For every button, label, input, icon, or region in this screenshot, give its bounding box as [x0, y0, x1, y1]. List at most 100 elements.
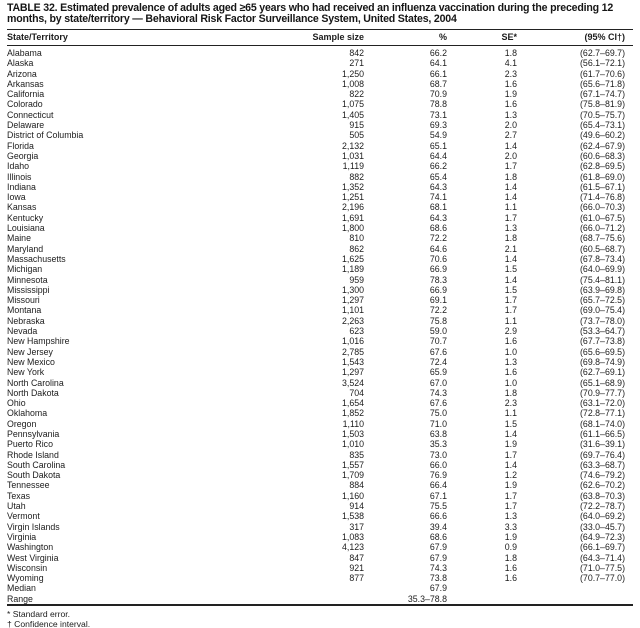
cell-sample-size: 2,132 — [341, 140, 364, 151]
table-row: Ohio 1,654 67.6 2.3 (63.1–72.0) — [7, 398, 633, 408]
cell-territory: Delaware — [7, 120, 45, 131]
table-row: South Dakota 1,709 76.9 1.2 (74.6–79.2) — [7, 470, 633, 480]
cell-se: 1.4 — [504, 274, 517, 285]
table-row: Illinois 882 65.4 1.8 (61.8–69.0) — [7, 172, 633, 182]
table-row: Wisconsin 921 74.3 1.6 (71.0–77.5) — [7, 563, 633, 573]
cell-pct: 66.1 — [429, 68, 447, 79]
cell-se: 1.8 — [504, 552, 517, 563]
table-row: Florida 2,132 65.1 1.4 (62.4–67.9) — [7, 141, 633, 151]
cell-pct: 76.9 — [429, 470, 447, 481]
cell-pct: 67.1 — [429, 490, 447, 501]
table-row: New Mexico 1,543 72.4 1.3 (69.8–74.9) — [7, 357, 633, 367]
cell-sample-size: 4,123 — [341, 542, 364, 553]
cell-pct: 75.8 — [429, 315, 447, 326]
cell-territory: Missouri — [7, 295, 40, 306]
cell-ci: (64.9–72.3) — [580, 531, 625, 542]
cell-pct: 74.3 — [429, 562, 447, 573]
table-row: Louisiana 1,800 68.6 1.3 (66.0–71.2) — [7, 223, 633, 233]
cell-sample-size: 1,110 — [342, 418, 364, 429]
cell-ci: (62.6–70.2) — [580, 480, 625, 491]
table-row: Iowa 1,251 74.1 1.4 (71.4–76.8) — [7, 192, 633, 202]
cell-se: 1.5 — [504, 264, 517, 275]
cell-territory: Pennsylvania — [7, 428, 60, 439]
cell-se: 1.6 — [504, 562, 517, 573]
cell-sample-size: 1,557 — [341, 459, 364, 470]
cell-pct: 39.4 — [429, 521, 447, 532]
cell-sample-size: 1,352 — [341, 181, 364, 192]
cell-sample-size — [302, 594, 364, 605]
cell-se: 1.4 — [504, 459, 517, 470]
cell-se: 1.8 — [504, 233, 517, 244]
cell-ci: (62.7–69.1) — [580, 367, 625, 378]
cell-se: 1.7 — [504, 212, 517, 223]
table-row: Pennsylvania 1,503 63.8 1.4 (61.1–66.5) — [7, 429, 633, 439]
cell-ci: (33.0–45.7) — [580, 521, 625, 532]
cell-pct: 64.1 — [429, 58, 447, 69]
table-row: Idaho 1,119 66.2 1.7 (62.8–69.5) — [7, 161, 633, 171]
cell-sample-size: 1,800 — [341, 223, 364, 234]
footnotes: * Standard error. † Confidence interval. — [7, 609, 633, 628]
col-header-ci: (95% CI†) — [517, 29, 633, 46]
cell-pct: 66.2 — [429, 161, 447, 172]
cell-sample-size: 1,538 — [341, 511, 364, 522]
cell-ci: (64.3–71.4) — [580, 552, 625, 563]
col-header-sample-size: Sample size — [302, 29, 364, 46]
cell-territory: Kentucky — [7, 212, 44, 223]
cell-territory: Nevada — [7, 326, 38, 337]
cell-se: 1.7 — [504, 161, 517, 172]
cell-ci: (61.7–70.6) — [580, 68, 625, 79]
cell-pct: 67.0 — [429, 377, 447, 388]
cell-se: 1.0 — [504, 346, 517, 357]
cell-ci: (68.1–74.0) — [580, 418, 625, 429]
cell-pct: 65.1 — [429, 140, 447, 151]
cell-ci: (66.0–70.3) — [580, 202, 625, 213]
cell-pct: 72.4 — [429, 356, 447, 367]
cell-sample-size: 704 — [349, 387, 364, 398]
table-row: Missouri 1,297 69.1 1.7 (65.7–72.5) — [7, 295, 633, 305]
cell-se: 1.6 — [504, 367, 517, 378]
cell-pct: 70.9 — [429, 89, 447, 100]
table-row: Oregon 1,110 71.0 1.5 (68.1–74.0) — [7, 419, 633, 429]
cell-territory: Virgin Islands — [7, 521, 60, 532]
cell-pct: 64.4 — [429, 150, 447, 161]
cell-sample-size: 2,785 — [341, 346, 364, 357]
cell-pct: 66.2 — [429, 48, 447, 58]
cell-sample-size: 1,297 — [341, 367, 364, 378]
table-row: Virgin Islands 317 39.4 3.3 (33.0–45.7) — [7, 522, 633, 532]
cell-se: 2.0 — [504, 150, 517, 161]
cell-ci: (62.7–69.7) — [580, 48, 625, 58]
cell-pct: 73.8 — [429, 573, 447, 584]
cell-se: 1.8 — [504, 387, 517, 398]
cell-sample-size: 1,300 — [341, 284, 364, 295]
cell-territory: Maine — [7, 233, 31, 244]
table-row: Nevada 623 59.0 2.9 (53.3–64.7) — [7, 326, 633, 336]
cell-pct: 63.8 — [429, 428, 447, 439]
cell-se: 1.6 — [504, 99, 517, 110]
cell-pct: 67.9 — [429, 583, 447, 594]
cell-ci: (73.7–78.0) — [580, 315, 625, 326]
cell-se: 0.9 — [504, 542, 517, 553]
cell-sample-size: 1,016 — [341, 336, 364, 347]
cell-se: 1.5 — [504, 418, 517, 429]
cell-se: 1.3 — [504, 109, 517, 120]
cell-ci: (64.0–69.2) — [580, 511, 625, 522]
cell-sample-size: 271 — [349, 58, 364, 69]
cell-ci: (75.4–81.1) — [580, 274, 625, 285]
cell-ci: (62.4–67.9) — [580, 140, 625, 151]
cell-ci: (63.9–69.8) — [580, 284, 625, 295]
cell-sample-size: 1,250 — [341, 68, 364, 79]
table-row: Maryland 862 64.6 2.1 (60.5–68.7) — [7, 244, 633, 254]
cell-sample-size: 1,101 — [341, 305, 364, 316]
table-row: Alaska 271 64.1 4.1 (56.1–72.1) — [7, 58, 633, 68]
cell-se: 1.1 — [504, 315, 517, 326]
table-row: Mississippi 1,300 66.9 1.5 (63.9–69.8) — [7, 285, 633, 295]
cell-ci: (72.8–77.1) — [580, 408, 625, 419]
cell-pct: 67.9 — [429, 552, 447, 563]
cell-sample-size: 842 — [349, 48, 364, 58]
table-title: TABLE 32. Estimated prevalence of adults… — [7, 2, 614, 25]
cell-pct: 68.1 — [429, 202, 447, 213]
cell-sample-size: 1,297 — [341, 295, 364, 306]
cell-sample-size: 1,405 — [341, 109, 364, 120]
cell-se: 1.4 — [504, 253, 517, 264]
table-row: Tennessee 884 66.4 1.9 (62.6–70.2) — [7, 480, 633, 490]
